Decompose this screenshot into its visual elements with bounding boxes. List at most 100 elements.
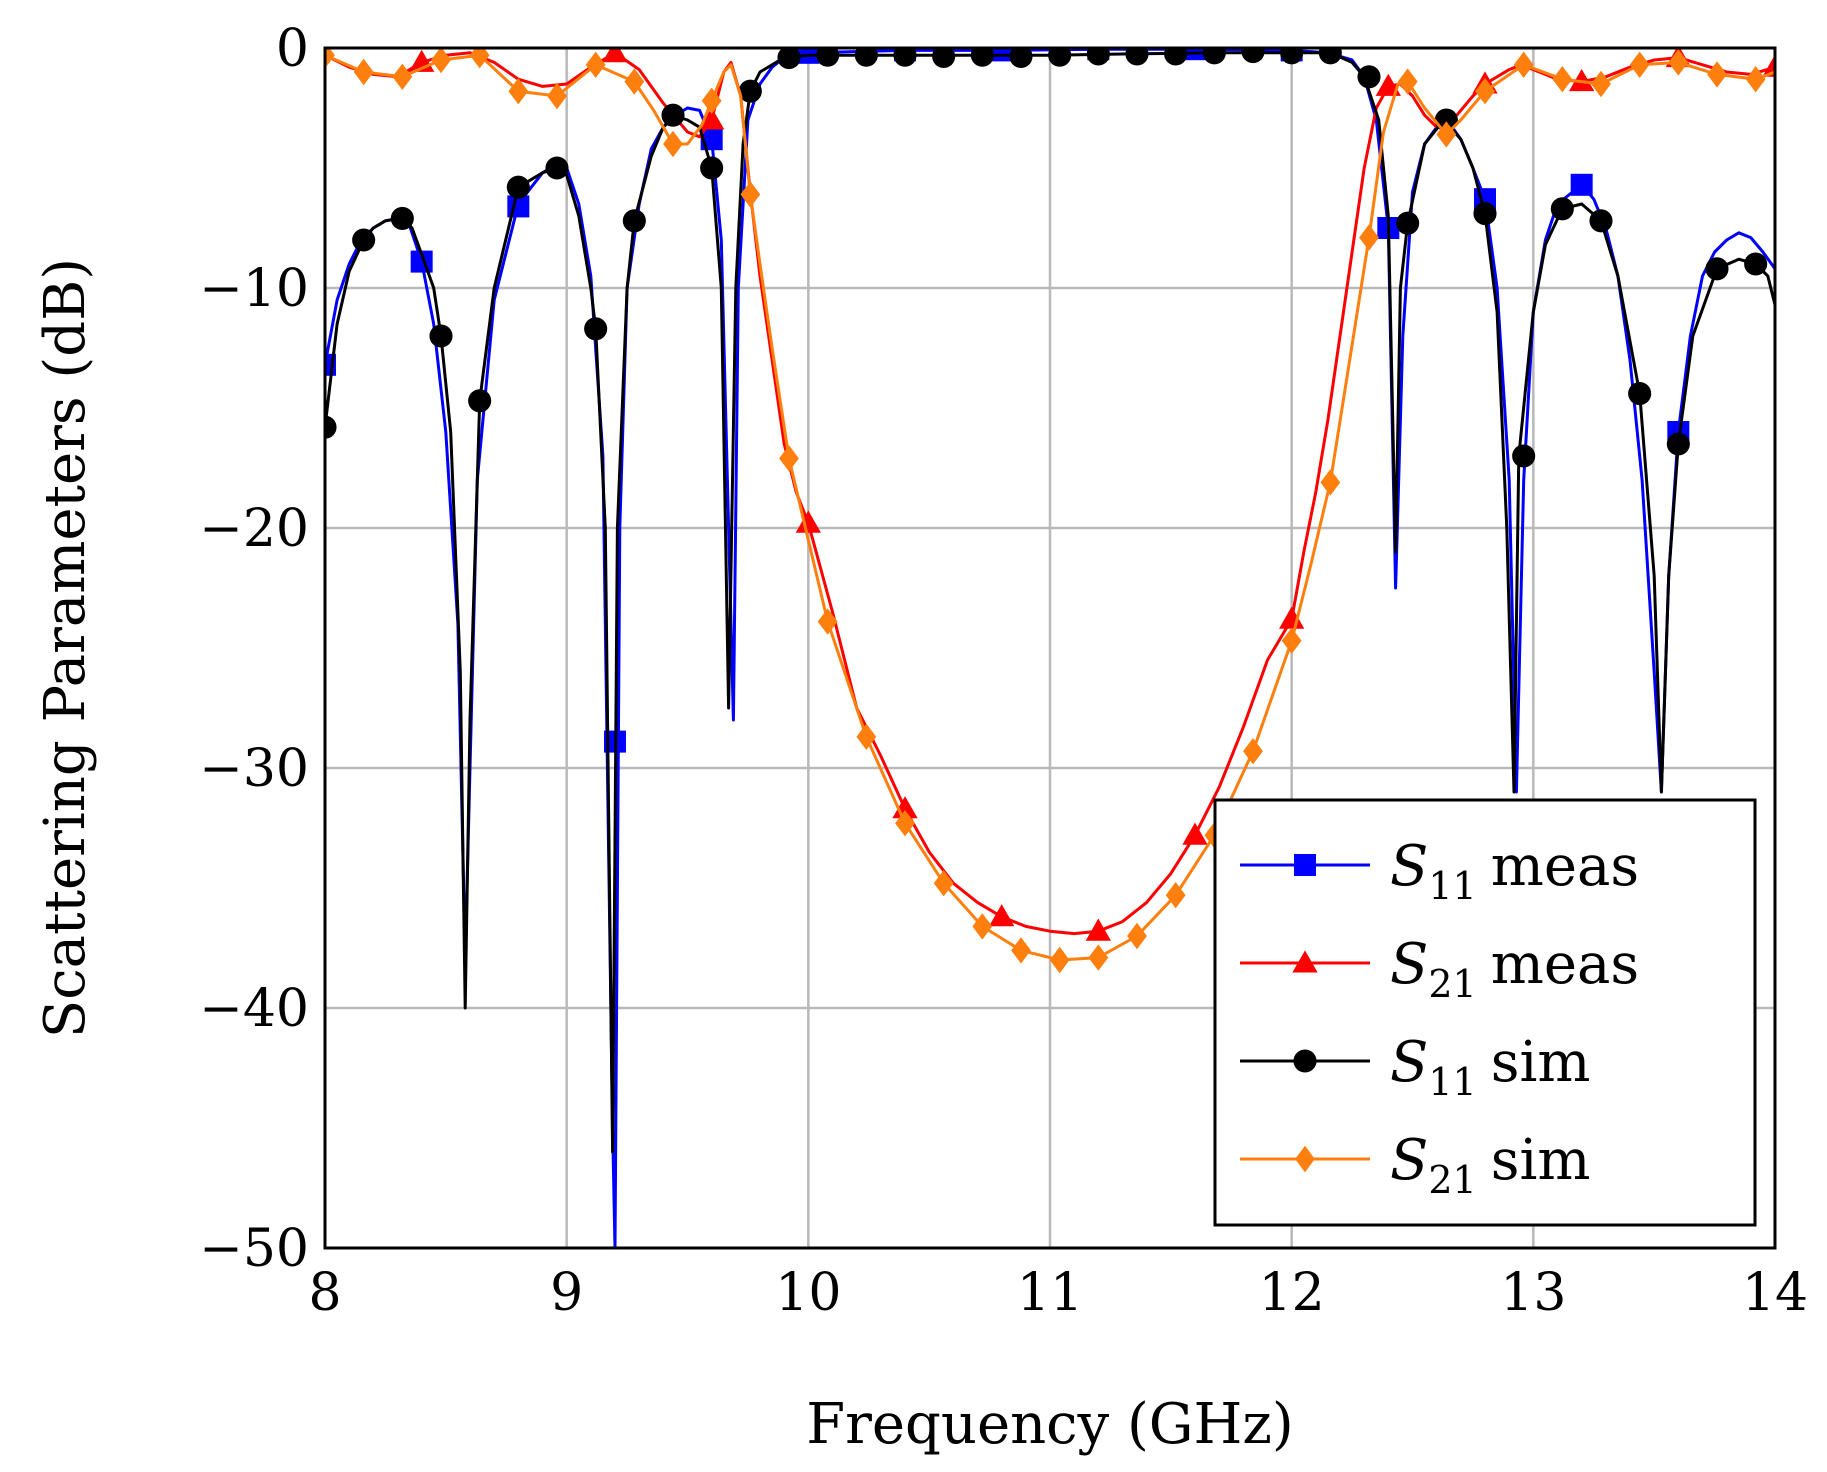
data-point-s21-meas <box>1569 68 1595 92</box>
legend-label-main: S <box>1390 834 1428 899</box>
plot-area <box>325 48 1775 1248</box>
data-point-s21-sim <box>1436 121 1457 148</box>
legend-label-main: S <box>1390 932 1428 997</box>
data-point-s11-sim <box>1125 48 1149 66</box>
data-point-s21-sim <box>663 130 683 158</box>
data-point-s11-sim <box>1628 382 1652 406</box>
data-point-s11-sim <box>390 206 414 230</box>
data-point-s11-sim <box>970 48 994 67</box>
data-point-s11-sim <box>661 103 685 127</box>
y-axis-label: Scattering Parameters (dB) <box>33 258 98 1038</box>
data-point-s11-sim <box>1744 252 1768 276</box>
legend-marker-s21-sim <box>1295 1145 1315 1173</box>
x-tick-label: 14 <box>1742 1263 1808 1323</box>
legend-label-sub: 21 <box>1428 1158 1476 1202</box>
y-tick-label: −50 <box>199 1219 309 1279</box>
data-point-s11-sim <box>777 48 801 70</box>
legend-label-s21-sim: S21 sim <box>1390 1128 1590 1202</box>
data-point-s11-meas <box>1570 173 1593 196</box>
data-point-s11-sim <box>1357 65 1381 89</box>
legend-label-s11-meas: S11 meas <box>1390 834 1639 908</box>
data-point-s21-sim <box>1707 61 1727 88</box>
data-point-s11-sim <box>1241 48 1265 64</box>
data-point-s21-sim <box>1668 49 1689 76</box>
legend-label-sub: 21 <box>1428 962 1476 1006</box>
legend-label-rest: sim <box>1491 1128 1591 1193</box>
data-point-s21-sim <box>856 723 877 750</box>
tick-labels: 8 9 10 11 12 13 14 0 −10 −20 −30 −40 −50 <box>199 19 1808 1323</box>
y-tick-label: −20 <box>199 499 309 559</box>
data-point-s11-sim <box>325 415 337 439</box>
series-line-s21-meas <box>325 51 1775 936</box>
data-point-s21-meas <box>795 510 821 533</box>
data-point-s11-meas <box>325 353 336 376</box>
data-point-s11-sim <box>1164 48 1188 66</box>
legend-label-sub: 11 <box>1428 1060 1476 1104</box>
data-point-s21-sim <box>1088 944 1109 971</box>
series-line-s21-sim <box>325 53 1775 962</box>
x-tick-label: 8 <box>308 1263 341 1323</box>
legend-marker-s11-meas <box>1294 854 1316 876</box>
data-point-s21-sim <box>624 68 645 95</box>
data-point-s11-sim <box>700 156 724 180</box>
data-point-s11-sim <box>1705 257 1729 281</box>
data-point-s11-sim <box>545 156 569 180</box>
legend-label-main: S <box>1390 1030 1428 1095</box>
data-point-s21-meas <box>699 107 725 130</box>
data-point-s21-sim <box>1513 51 1534 78</box>
y-tick-label: −10 <box>199 259 309 319</box>
x-tick-label: 10 <box>775 1263 841 1323</box>
legend-marker-s11-sim <box>1293 1049 1317 1073</box>
legend-entry-s11-sim: S11 sim <box>1240 1030 1590 1104</box>
x-axis-label: Frequency (GHz) <box>806 1392 1293 1457</box>
data-point-s11-sim <box>1589 209 1613 233</box>
legend-label-main: S <box>1390 1128 1428 1193</box>
legend-label-s11-sim: S11 sim <box>1390 1030 1590 1104</box>
legend-entry-s21-meas: S21 meas <box>1240 932 1639 1006</box>
data-point-s21-sim <box>701 87 722 114</box>
series-s11-sim <box>325 48 1775 1154</box>
data-point-s11-sim <box>1396 211 1420 235</box>
legend-label-s21-meas: S21 meas <box>1390 932 1639 1006</box>
legend-label-rest: meas <box>1491 932 1639 997</box>
y-tick-label: 0 <box>276 19 309 79</box>
data-point-s11-sim <box>1280 48 1304 65</box>
legend-marker-s21-meas <box>1292 950 1318 973</box>
data-point-s11-sim <box>738 79 762 103</box>
data-point-s21-meas <box>892 796 918 819</box>
y-tick-label: −40 <box>199 979 309 1039</box>
data-point-s21-sim <box>353 58 374 86</box>
data-point-s11-sim <box>893 48 917 67</box>
y-tick-label: −30 <box>199 739 309 799</box>
data-point-s21-meas <box>1762 54 1775 77</box>
data-point-s11-sim <box>1318 48 1342 65</box>
data-point-s21-meas <box>989 904 1015 927</box>
data-point-s11-sim <box>1666 432 1690 456</box>
data-point-s21-meas <box>1182 822 1208 845</box>
data-point-s21-meas <box>1279 606 1305 629</box>
legend-label-sub: 11 <box>1428 864 1476 908</box>
legend-label-rest: sim <box>1491 1030 1591 1095</box>
data-point-s21-sim <box>972 913 993 940</box>
data-point-s21-sim <box>547 82 567 110</box>
data-point-s21-sim <box>325 48 335 69</box>
series-s21-sim <box>325 48 1775 974</box>
data-point-s21-sim <box>1127 922 1147 950</box>
data-point-s11-sim <box>429 324 453 348</box>
data-point-s21-sim <box>1745 66 1766 93</box>
axes-frame <box>323 46 1777 1250</box>
data-point-s11-sim <box>932 48 956 68</box>
data-point-s21-sim <box>1591 70 1611 98</box>
x-tick-label: 9 <box>550 1263 583 1323</box>
data-point-s11-sim <box>506 175 530 199</box>
data-point-s21-sim <box>469 48 490 69</box>
data-point-s21-sim <box>508 78 529 105</box>
plot-series <box>325 48 1775 1248</box>
data-point-s21-sim <box>933 870 954 897</box>
legend-label-rest: meas <box>1491 834 1639 899</box>
data-point-s11-sim <box>816 48 840 67</box>
data-point-s21-sim <box>1320 469 1341 496</box>
data-point-s11-sim <box>468 389 492 413</box>
data-point-s21-sim <box>431 48 451 74</box>
